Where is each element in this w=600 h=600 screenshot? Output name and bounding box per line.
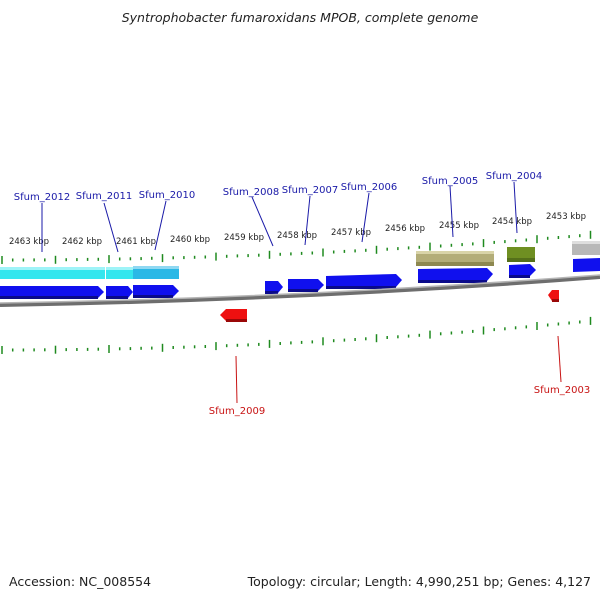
gene-label-sfum-2012[interactable]: Sfum_2012 [14, 192, 70, 203]
gene-label-sfum-2011[interactable]: Sfum_2011 [76, 191, 132, 202]
genome-backbone [0, 275, 600, 307]
gene-arrow-sfum-2006[interactable] [326, 274, 402, 288]
scale-label-2462: 2462 kbp [62, 237, 102, 247]
gene-label-sfum-2003[interactable]: Sfum_2003 [534, 385, 590, 396]
feature-block-highlight [416, 251, 494, 254]
reverse-gene-track [220, 290, 559, 321]
gene-label-sfum-2010[interactable]: Sfum_2010 [139, 190, 195, 201]
scale-label-2461: 2461 kbp [116, 237, 156, 247]
forward-gene-track [0, 258, 600, 298]
feature-block-shadow [416, 262, 494, 266]
gene-arrow-sfum-2010[interactable] [133, 285, 179, 297]
map-title: Syntrophobacter fumaroxidans MPOB, compl… [121, 10, 479, 25]
gene-label-sfum-2004[interactable]: Sfum_2004 [486, 171, 542, 182]
forward-gene-labels: Sfum_2012 Sfum_2011 Sfum_2010 Sfum_2008 … [14, 171, 542, 203]
gene-arrow-sfum-2009[interactable] [220, 309, 247, 321]
scale-label-2455: 2455 kbp [439, 221, 479, 231]
scale-labels: 2463 kbp 2462 kbp 2461 kbp 2460 kbp 2459… [9, 212, 586, 247]
gene-arrow-sfum-2008[interactable] [265, 281, 283, 293]
scale-label-2456: 2456 kbp [385, 224, 425, 234]
scale-label-2460: 2460 kbp [170, 235, 210, 245]
forward-label-leaders [41, 181, 518, 253]
gene-arrow-partial[interactable] [573, 258, 600, 272]
feature-block-highlight [0, 267, 105, 270]
genome-backbone-highlight [0, 274, 600, 304]
gene-label-sfum-2009[interactable]: Sfum_2009 [209, 406, 265, 417]
feature-block-grey[interactable] [572, 241, 600, 255]
gene-arrow-sfum-2007[interactable] [288, 279, 324, 291]
feature-block-cyan-alt[interactable] [133, 266, 179, 279]
accession-text: Accession: NC_008554 [9, 574, 152, 589]
gene-arrow-sfum-2004[interactable] [509, 264, 536, 277]
scale-label-2454: 2454 kbp [492, 217, 532, 227]
feature-block-highlight [106, 267, 133, 270]
feature-track [0, 241, 600, 279]
gene-label-sfum-2007[interactable]: Sfum_2007 [282, 185, 338, 196]
gene-arrow-sfum-2005[interactable] [418, 268, 493, 282]
gene-label-sfum-2005[interactable]: Sfum_2005 [422, 176, 478, 187]
gene-arrow-sfum-2012[interactable] [0, 286, 104, 298]
reverse-label-leaders [235, 335, 562, 404]
feature-block-olive[interactable] [416, 251, 494, 265]
reverse-gene-labels: Sfum_2009 Sfum_2003 [209, 385, 590, 417]
feature-block-green[interactable] [507, 247, 535, 261]
gene-label-sfum-2006[interactable]: Sfum_2006 [341, 182, 397, 193]
scale-label-2453: 2453 kbp [546, 212, 586, 222]
scale-label-2459: 2459 kbp [224, 233, 264, 243]
upper-scale-ticks [1, 230, 592, 264]
scale-label-2457: 2457 kbp [331, 228, 371, 238]
gene-arrow-sfum-2011[interactable] [106, 286, 133, 298]
genome-summary-text: Topology: circular; Length: 4,990,251 bp… [247, 574, 591, 589]
feature-block-shadow [507, 258, 535, 262]
gene-label-sfum-2008[interactable]: Sfum_2008 [223, 187, 279, 198]
lower-scale-ticks [1, 316, 592, 354]
scale-label-2463: 2463 kbp [9, 237, 49, 247]
forward-gene-shadows [0, 275, 530, 299]
reverse-gene-shadows [226, 299, 559, 322]
scale-label-2458: 2458 kbp [277, 231, 317, 241]
feature-block-highlight [572, 241, 600, 244]
feature-block-highlight [133, 266, 179, 269]
gene-arrow-sfum-2003[interactable] [548, 290, 559, 301]
